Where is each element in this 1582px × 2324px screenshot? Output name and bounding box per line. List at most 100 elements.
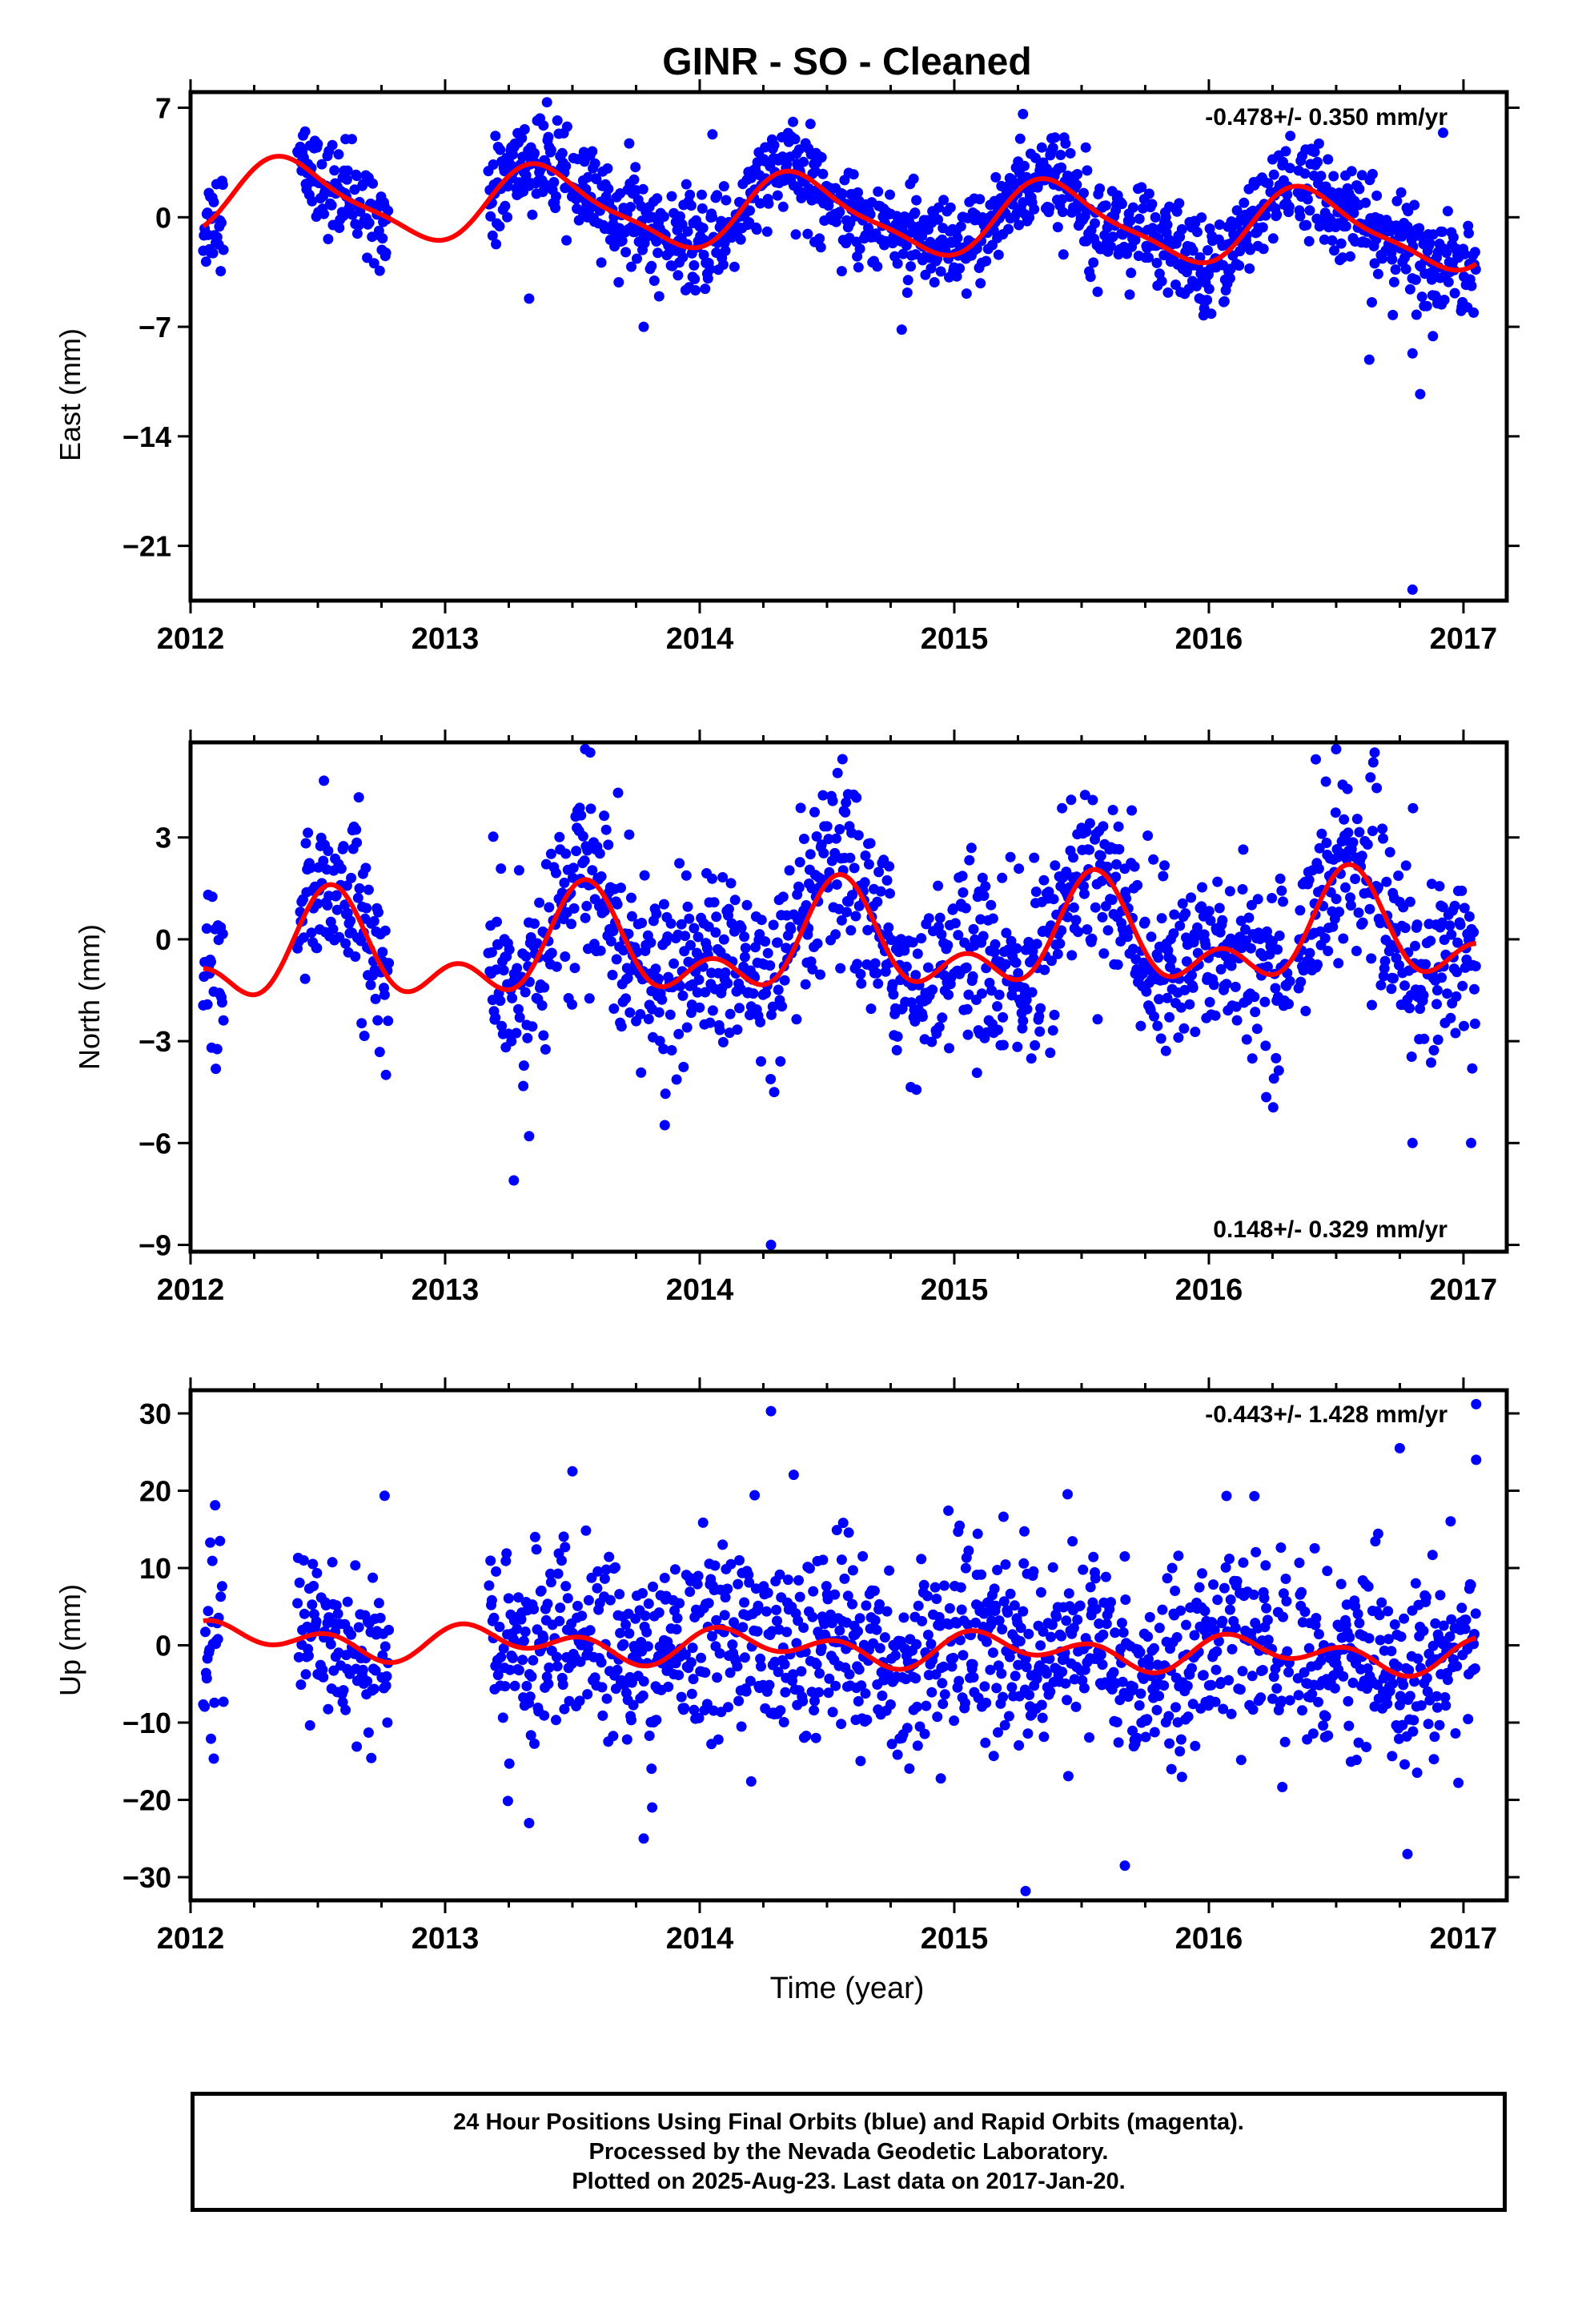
- data-point: [1134, 213, 1145, 224]
- data-point: [713, 1734, 724, 1745]
- data-point: [568, 903, 580, 914]
- data-point: [701, 1699, 713, 1710]
- data-point: [831, 833, 841, 844]
- data-point: [720, 245, 731, 256]
- data-point: [1149, 1727, 1160, 1738]
- data-point: [1023, 1628, 1034, 1639]
- data-point: [888, 989, 899, 1000]
- data-point: [849, 862, 860, 874]
- data-point: [1468, 927, 1480, 938]
- data-point: [819, 1618, 830, 1630]
- data-point: [847, 1598, 857, 1610]
- data-point: [1073, 927, 1084, 938]
- data-point: [551, 961, 562, 972]
- data-point: [626, 911, 637, 922]
- data-point: [658, 899, 669, 910]
- data-point: [601, 1693, 612, 1704]
- data-point: [973, 1692, 984, 1703]
- data-point: [1194, 1582, 1205, 1593]
- data-point: [685, 1586, 696, 1598]
- data-point: [541, 97, 552, 108]
- data-point: [901, 1723, 913, 1734]
- data-point: [1113, 821, 1124, 832]
- data-point: [511, 1027, 522, 1039]
- data-point: [663, 1681, 674, 1692]
- data-point: [368, 258, 379, 269]
- data-point: [854, 243, 865, 255]
- data-point: [1415, 1700, 1427, 1711]
- data-point: [680, 931, 691, 942]
- data-point: [1400, 860, 1411, 871]
- data-point: [992, 1565, 1003, 1575]
- data-point: [1035, 1003, 1046, 1014]
- data-point: [938, 1661, 950, 1672]
- data-point: [1397, 1719, 1408, 1731]
- data-point: [1252, 894, 1263, 905]
- data-point: [1427, 1550, 1438, 1561]
- data-point: [1395, 1631, 1407, 1642]
- data-point: [1097, 911, 1108, 923]
- data-point: [971, 1068, 982, 1079]
- data-point: [705, 263, 716, 275]
- data-point: [592, 1582, 603, 1594]
- data-point: [777, 1001, 788, 1012]
- data-point: [352, 892, 363, 903]
- data-point: [342, 165, 353, 176]
- data-point: [363, 1727, 374, 1738]
- data-point: [355, 206, 366, 217]
- data-point: [1377, 253, 1388, 264]
- data-point: [610, 1562, 620, 1573]
- data-point: [693, 974, 705, 985]
- data-point: [840, 806, 851, 818]
- data-point: [498, 965, 509, 976]
- data-point: [1010, 957, 1022, 968]
- data-point: [1387, 1751, 1398, 1762]
- data-point: [934, 912, 946, 923]
- data-point: [1044, 203, 1055, 213]
- data-point: [739, 1597, 750, 1608]
- data-point: [752, 1626, 763, 1637]
- data-point: [1438, 1620, 1449, 1631]
- data-point: [1298, 965, 1309, 976]
- data-point: [823, 834, 834, 845]
- data-point: [897, 248, 909, 259]
- data-point: [1155, 1033, 1166, 1044]
- data-point: [795, 802, 806, 814]
- data-point: [1100, 1571, 1111, 1582]
- data-point: [1415, 1003, 1426, 1015]
- caption-line-2: Processed by the Nevada Geodetic Laborat…: [588, 2138, 1109, 2165]
- data-point: [993, 1660, 1004, 1671]
- data-point: [977, 872, 988, 883]
- data-point: [723, 903, 734, 915]
- data-point: [853, 830, 864, 841]
- data-point: [886, 1739, 897, 1750]
- data-point: [1028, 953, 1039, 964]
- data-point: [782, 1574, 793, 1586]
- data-point: [207, 891, 218, 903]
- data-point: [383, 1624, 395, 1635]
- data-point: [1144, 1611, 1155, 1622]
- data-point: [579, 855, 590, 866]
- data-point: [1408, 1715, 1419, 1726]
- y-tick-label: 0: [155, 201, 171, 234]
- data-point: [1168, 928, 1179, 939]
- data-point: [769, 139, 780, 151]
- data-point: [800, 979, 811, 990]
- data-point: [1037, 1712, 1048, 1723]
- data-point: [211, 1043, 223, 1055]
- data-point: [772, 937, 783, 948]
- data-point: [373, 907, 383, 918]
- data-point: [215, 1535, 226, 1546]
- data-point: [1178, 1023, 1190, 1034]
- data-point: [985, 1664, 996, 1675]
- data-point: [1271, 1052, 1282, 1063]
- data-point: [1069, 1674, 1080, 1685]
- data-point: [1147, 223, 1158, 234]
- data-point: [1215, 963, 1227, 975]
- data-point: [1469, 1018, 1480, 1029]
- data-point: [727, 1639, 738, 1651]
- data-point: [793, 882, 805, 893]
- data-point: [584, 1625, 596, 1636]
- data-point: [1371, 190, 1383, 201]
- data-point: [368, 1683, 379, 1695]
